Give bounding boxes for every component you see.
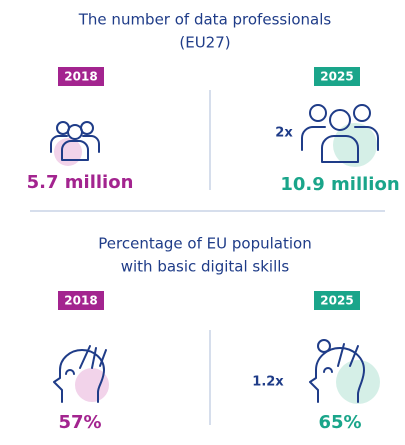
value-text: 65% [318,412,361,433]
multiplier: 2x [275,126,293,141]
value-text: 10.9 million [280,174,399,195]
year-badge [58,291,104,310]
section-title: with basic digital skills [121,258,290,276]
value-text: 5.7 million [27,172,134,193]
section-title: The number of data professionals [78,11,332,29]
year-label: 2018 [64,294,97,308]
value-text: 57% [58,412,101,433]
year-label: 2025 [320,294,353,308]
year-label: 2018 [64,70,97,84]
year-badge [314,291,360,310]
people-icon [50,121,100,166]
multiplier: 1.2x [252,375,284,390]
year-badge [314,67,360,86]
head-icon [53,345,109,403]
section-title: Percentage of EU population [98,235,311,253]
year-badge [58,67,104,86]
people-icon [301,104,379,167]
year-label: 2025 [320,70,353,84]
head-icon [309,339,380,404]
section-title: (EU27) [179,34,230,52]
